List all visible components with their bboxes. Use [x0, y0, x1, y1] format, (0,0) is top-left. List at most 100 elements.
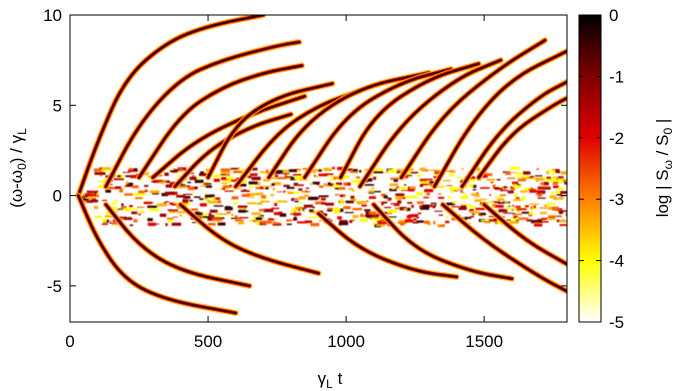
band-cell [557, 176, 564, 179]
band-cell [352, 168, 358, 172]
band-cell [255, 217, 263, 221]
band-cell [104, 215, 114, 218]
band-cell [484, 220, 491, 223]
spectral-branch [431, 48, 567, 190]
band-cell [426, 192, 430, 196]
band-cell [173, 169, 180, 171]
band-cell [144, 190, 149, 192]
band-cell [284, 173, 287, 177]
band-cell [256, 202, 263, 205]
band-cell [183, 193, 193, 195]
band-cell [294, 168, 301, 171]
band-cell [241, 193, 250, 197]
band-cell [129, 167, 133, 170]
band-cell [383, 212, 393, 214]
band-cell [464, 216, 472, 219]
band-cell [531, 207, 537, 210]
band-cell [546, 202, 556, 205]
band-cell [125, 175, 131, 178]
band-cell [395, 196, 403, 200]
band-cell [445, 216, 449, 219]
band-cell [84, 193, 94, 197]
band-cell [286, 223, 292, 226]
band-cell [534, 175, 543, 177]
band-cell [292, 218, 298, 221]
band-cell [407, 168, 414, 171]
branch-core [317, 212, 458, 278]
band-cell [114, 186, 122, 189]
spectral-branch [439, 201, 567, 295]
band-cell [327, 209, 333, 212]
band-cell [253, 202, 258, 205]
band-cell [548, 216, 556, 218]
band-cell [395, 193, 398, 196]
branch-core [372, 203, 513, 280]
band-cell [303, 194, 310, 197]
band-cell [304, 220, 313, 224]
band-cell [233, 170, 243, 174]
band-cell [237, 221, 245, 225]
band-cell [249, 220, 256, 222]
band-cell [249, 219, 253, 222]
band-cell [451, 206, 460, 208]
band-cell [554, 191, 562, 194]
band-cell [511, 216, 521, 220]
band-cell [408, 188, 415, 192]
band-cell [293, 182, 299, 186]
band-cell [505, 207, 512, 210]
band-cell [192, 175, 195, 177]
band-cell [407, 196, 418, 199]
band-cell [516, 176, 523, 178]
band-cell [544, 204, 550, 207]
band-cell [541, 218, 547, 220]
band-cell [565, 213, 567, 216]
band-cell [376, 223, 380, 225]
band-cell [470, 215, 475, 218]
band-cell [407, 201, 413, 204]
x-tick-label: 0 [65, 332, 74, 351]
band-cell [492, 184, 496, 188]
band-cell [274, 174, 279, 178]
band-cell [539, 207, 549, 209]
band-cell [446, 185, 453, 187]
branch-core [339, 62, 480, 179]
band-cell [255, 221, 264, 226]
band-cell [399, 186, 407, 190]
band-cell [461, 167, 464, 170]
band-cell [294, 198, 299, 200]
band-cell [512, 212, 516, 215]
band-cell [221, 187, 226, 190]
band-cell [475, 207, 486, 211]
band-cell [549, 195, 556, 199]
band-cell [238, 169, 245, 171]
band-cell [552, 176, 563, 178]
band-cell [494, 204, 504, 208]
band-cell [552, 209, 561, 211]
branch-core [234, 90, 361, 188]
band-cell [303, 204, 314, 208]
band-cell [123, 208, 131, 212]
band-cell [398, 220, 408, 224]
band-cell [403, 184, 407, 186]
band-cell [413, 218, 417, 221]
band-cell [507, 190, 514, 194]
band-cell [117, 174, 121, 178]
band-cell [83, 200, 87, 203]
band-cell [556, 194, 562, 196]
band-cell [183, 196, 191, 199]
x-tick-label: 500 [194, 332, 222, 351]
band-cell [348, 187, 354, 190]
band-cell [479, 214, 483, 217]
band-cell [266, 169, 269, 172]
band-cell [108, 220, 112, 222]
band-cell [263, 208, 274, 213]
band-cell [342, 175, 350, 179]
band-cell [542, 186, 551, 188]
band-cell [301, 191, 311, 193]
band-cell [474, 194, 480, 198]
band-cell [488, 215, 498, 218]
band-cell [469, 208, 474, 213]
band-cell [371, 218, 380, 221]
band-cell [152, 179, 163, 183]
band-cell [216, 220, 220, 223]
